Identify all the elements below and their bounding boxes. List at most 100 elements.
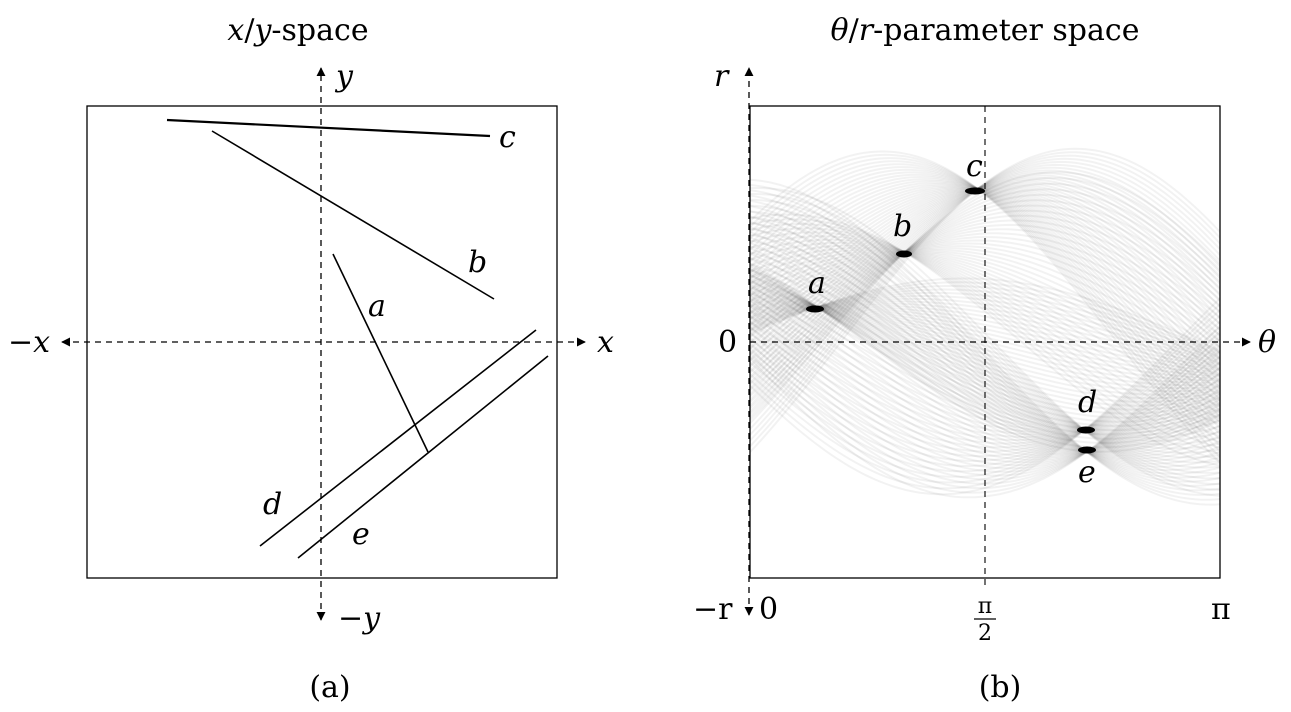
sinusoid-curve: [750, 262, 1220, 454]
sinusoid-curve: [750, 227, 1220, 449]
theta-r-space-title: θ/r-parameter space: [831, 13, 1140, 48]
sinusoid-curve: [750, 175, 1220, 412]
peak-d: [1077, 426, 1095, 434]
sinusoid-curve: [750, 204, 1220, 480]
sinusoid-curve: [750, 171, 1220, 424]
sinusoid-curve: [750, 303, 1220, 434]
sinusoid-curve: [750, 185, 1220, 377]
line-label-c: c: [499, 120, 516, 155]
sinusoid-curve: [750, 171, 1220, 421]
peak-e: [1078, 446, 1096, 454]
line-segment-e: [297, 355, 549, 559]
sinusoid-curve: [750, 284, 1220, 411]
tick-label-theta-zero: 0: [759, 592, 778, 627]
sinusoid-curve: [750, 219, 1220, 368]
sinusoid-curve: [750, 246, 1220, 414]
axis-label-theta: θ: [1258, 325, 1276, 360]
sinusoid-curve: [750, 285, 1220, 431]
sinusoid-curve: [750, 315, 1220, 438]
sinusoid-curve: [750, 235, 1220, 344]
sinusoid-curve: [750, 209, 1220, 380]
sinusoid-curve: [750, 297, 1220, 496]
sinusoid-curve: [750, 188, 1220, 403]
sinusoid-curve: [750, 252, 1220, 456]
sinusoid-curve: [750, 268, 1220, 444]
sinusoid-curve: [750, 242, 1220, 354]
peak-c: [965, 187, 985, 195]
sinusoid-curve: [750, 256, 1220, 439]
sinusoid-curve: [750, 216, 1220, 469]
sinusoid-curve: [750, 264, 1220, 453]
sinusoid-curve: [750, 338, 1220, 458]
xy-space-panel: x/y-space x −x y −y c b a d e (a): [8, 13, 614, 705]
sinusoid-curve: [750, 168, 1220, 429]
tick-label-pi: π: [1211, 592, 1231, 627]
sinusoid-curve: [750, 290, 1220, 400]
tick-pi-half-numerator: π: [978, 594, 992, 619]
sinusoid-curve: [750, 305, 1220, 461]
sinusoid-curve: [750, 268, 1220, 453]
sinusoid-curve: [750, 294, 1220, 393]
sinusoid-curve: [750, 250, 1220, 396]
xy-plot-frame: [86, 105, 558, 579]
sinusoid-curve: [750, 173, 1220, 418]
sinusoid-curve: [750, 250, 1220, 378]
sinusoid-curve: [750, 166, 1220, 435]
peak-label-e: e: [1078, 455, 1096, 490]
sinusoid-curve: [750, 238, 1220, 432]
sinusoid-curve: [750, 232, 1220, 350]
sinusoid-curve: [750, 187, 1220, 354]
line-segment-c: [166, 118, 491, 138]
sinusoid-curve: [750, 223, 1220, 362]
sinusoid-curve: [750, 210, 1220, 479]
tick-pi-half-denominator: 2: [978, 621, 992, 646]
axis-label-neg-y: −y: [338, 601, 381, 636]
line-label-b: b: [468, 245, 487, 280]
sinusoid-curve: [750, 187, 1220, 497]
sinusoid-curve: [750, 187, 1220, 366]
peak-label-d: d: [1078, 385, 1097, 420]
sinusoid-curve: [750, 288, 1220, 358]
sinusoid-curve: [750, 278, 1220, 454]
sinusoid-curve: [750, 294, 1220, 457]
sinusoid-curve: [750, 302, 1220, 368]
sinusoid-curve: [750, 295, 1220, 362]
sinusoid-curve: [750, 186, 1220, 372]
sinusoid-curve: [750, 245, 1220, 360]
tick-label-pi-half: π 2: [974, 594, 996, 646]
axis-label-pos-y: y: [334, 59, 354, 94]
peak-b: [896, 250, 912, 258]
sinusoid-curve: [750, 245, 1220, 446]
caption-a: (a): [309, 670, 350, 705]
sinusoid-curve: [750, 178, 1220, 406]
peak-label-b: b: [893, 209, 912, 244]
axis-label-neg-r: −r: [693, 592, 733, 627]
sinusoid-curve: [750, 277, 1220, 352]
line-label-d: d: [263, 487, 282, 522]
sinusoid-curve: [750, 335, 1220, 490]
sinusoid-curve: [750, 326, 1220, 445]
sinusoid-curve: [750, 226, 1220, 468]
sinusoid-curve: [750, 309, 1220, 484]
sinusoid-curve: [750, 181, 1220, 395]
sinusoid-curve: [750, 236, 1220, 462]
sinusoid-curve: [750, 326, 1220, 467]
intersection-peaks: [806, 187, 1096, 454]
xy-space-title: x/y-space: [227, 13, 368, 48]
sinusoid-curve: [750, 180, 1220, 401]
caption-b: (b): [979, 670, 1022, 705]
tick-label-r-zero: 0: [718, 325, 737, 360]
line-segment-a: [332, 253, 429, 453]
line-label-e: e: [352, 517, 370, 552]
axis-label-neg-x: −x: [8, 325, 50, 360]
sinusoid-curve: [750, 300, 1220, 384]
sinusoid-curve: [750, 233, 1220, 454]
peak-label-a: a: [808, 266, 826, 301]
sinusoid-curve: [750, 280, 1220, 419]
peak-a: [806, 305, 824, 313]
sinusoid-curve: [750, 183, 1220, 501]
line-label-a: a: [368, 289, 386, 324]
sinusoid-curve: [750, 274, 1220, 433]
axis-label-r: r: [714, 59, 730, 94]
